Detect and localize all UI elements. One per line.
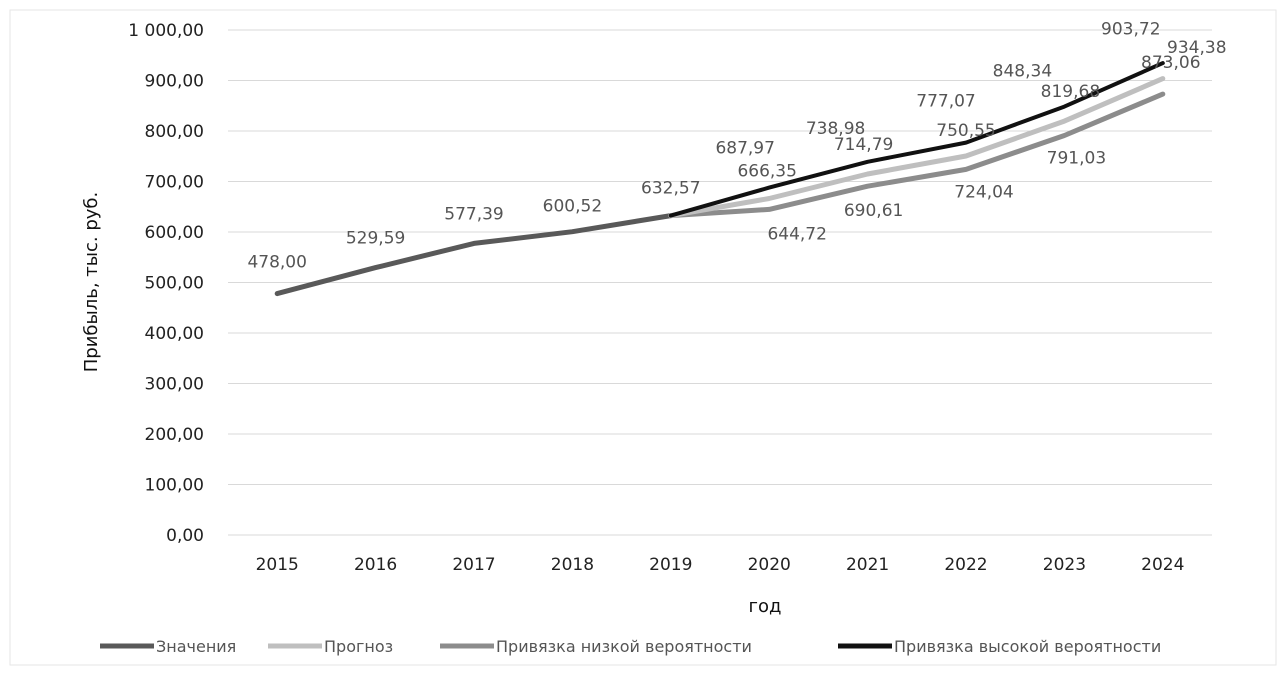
series-lines bbox=[274, 61, 1166, 297]
y-tick-label: 700,00 bbox=[145, 173, 204, 193]
y-tick-label: 600,00 bbox=[145, 223, 204, 243]
data-label: 666,35 bbox=[737, 161, 796, 181]
data-label: 577,39 bbox=[444, 204, 503, 224]
y-axis-title: Прибыль, тыс. руб. bbox=[81, 192, 102, 372]
legend-label: Привязка высокой вероятности bbox=[894, 637, 1161, 656]
series-line-3 bbox=[668, 61, 1165, 218]
x-tick-label: 2019 bbox=[649, 555, 692, 575]
x-tick-label: 2017 bbox=[452, 555, 495, 575]
data-label: 644,72 bbox=[767, 224, 826, 244]
data-label: 478,00 bbox=[247, 253, 306, 273]
y-tick-label: 0,00 bbox=[166, 526, 204, 546]
y-tick-label: 400,00 bbox=[145, 324, 204, 344]
legend-label: Прогноз bbox=[324, 637, 393, 656]
x-tick-label: 2021 bbox=[846, 555, 889, 575]
data-label: 934,38 bbox=[1167, 38, 1226, 58]
data-label: 848,34 bbox=[993, 62, 1052, 82]
data-label: 791,03 bbox=[1047, 149, 1106, 169]
y-tick-label: 200,00 bbox=[145, 425, 204, 445]
data-label: 724,04 bbox=[954, 182, 1013, 202]
x-tick-label: 2022 bbox=[944, 555, 987, 575]
y-tick-label: 100,00 bbox=[145, 476, 204, 496]
legend-label: Привязка низкой вероятности bbox=[496, 637, 752, 656]
data-label: 690,61 bbox=[844, 201, 903, 221]
y-tick-label: 500,00 bbox=[145, 274, 204, 294]
data-label: 714,79 bbox=[834, 135, 893, 155]
y-tick-label: 300,00 bbox=[145, 375, 204, 395]
x-tick-label: 2015 bbox=[256, 555, 299, 575]
x-tick-labels: 2015 2016 2017 2018 2019 2020 2021 2022 2023 2024 bbox=[256, 555, 1185, 575]
data-label: 529,59 bbox=[346, 229, 405, 249]
data-label: 600,52 bbox=[543, 197, 602, 217]
data-label: 738,98 bbox=[806, 119, 865, 139]
legend-label: Значения bbox=[156, 637, 236, 656]
x-tick-label: 2023 bbox=[1043, 555, 1086, 575]
x-axis-title: год bbox=[749, 596, 782, 617]
x-tick-label: 2024 bbox=[1141, 555, 1184, 575]
data-label: 750,55 bbox=[936, 121, 995, 141]
data-label: 687,97 bbox=[715, 139, 774, 159]
data-label: 819,68 bbox=[1041, 82, 1100, 102]
data-labels: 478,00 529,59 577,39 600,52 632,57 666,35 714,… bbox=[247, 20, 1226, 273]
series-line-1 bbox=[668, 76, 1166, 219]
legend: Значения Прогноз Привязка низкой вероятнос… bbox=[100, 637, 1161, 656]
y-tick-label: 900,00 bbox=[145, 72, 204, 92]
data-label: 873,06 bbox=[1141, 53, 1200, 73]
data-label: 903,72 bbox=[1101, 20, 1160, 40]
series-line-2 bbox=[668, 91, 1166, 219]
gridlines bbox=[228, 29, 1212, 536]
y-tick-label: 800,00 bbox=[145, 122, 204, 142]
y-tick-label: 1 000,00 bbox=[128, 21, 204, 41]
x-tick-label: 2020 bbox=[748, 555, 791, 575]
x-tick-label: 2018 bbox=[551, 555, 594, 575]
data-label: 777,07 bbox=[916, 92, 975, 112]
x-tick-label: 2016 bbox=[354, 555, 397, 575]
y-tick-labels: 0,00 100,00 200,00 300,00 400,00 500,00 600,00… bbox=[128, 21, 204, 546]
series-line-0 bbox=[274, 213, 674, 297]
data-label: 632,57 bbox=[641, 179, 700, 199]
